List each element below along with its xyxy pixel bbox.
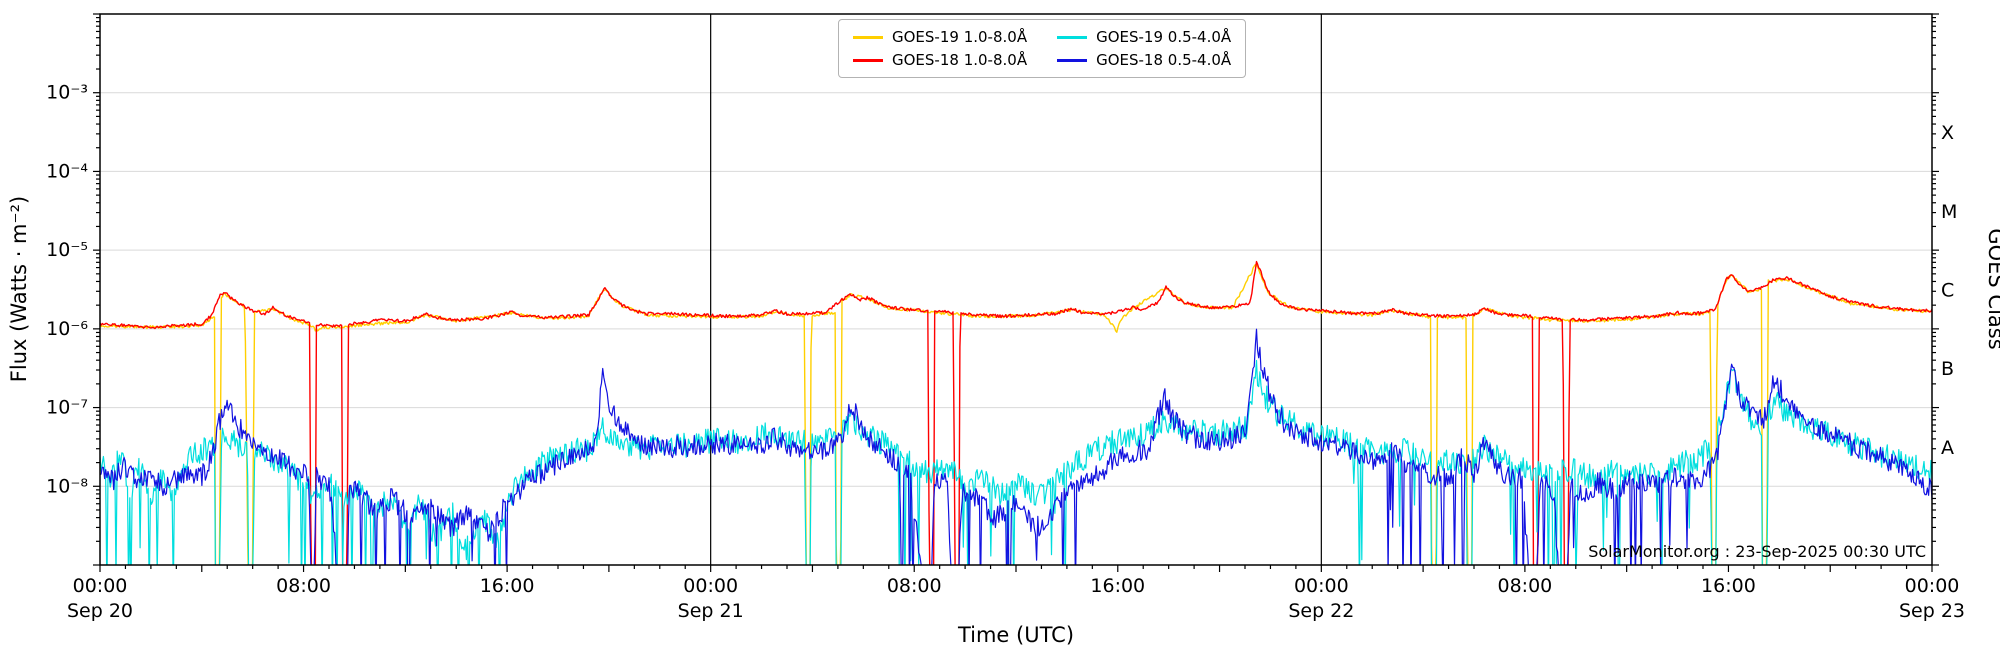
plot-border	[99, 13, 1933, 566]
x-date-label: Sep 20	[67, 600, 133, 622]
legend-item-goes18-short: GOES-18 0.5-4.0Å	[1057, 51, 1231, 69]
grid-layer	[100, 14, 1932, 565]
x-tick-label: 16:00	[1701, 575, 1756, 597]
legend-label: GOES-19 1.0-8.0Å	[892, 28, 1028, 46]
y-tick-label: 10⁻⁷	[46, 397, 88, 419]
goes-class-letter: C	[1941, 280, 1954, 302]
x-tick-label: 00:00	[683, 575, 738, 597]
x-date-label: Sep 21	[678, 600, 744, 622]
y-tick-label: 10⁻⁸	[46, 475, 88, 497]
x-tick-label: 16:00	[1090, 575, 1145, 597]
right-axis-title: GOES Class	[1984, 228, 2000, 349]
goes-class-letter: M	[1941, 201, 1957, 223]
y-tick-label: 10⁻⁶	[46, 318, 88, 340]
x-tick-label: 00:00	[1294, 575, 1349, 597]
legend-label: GOES-19 0.5-4.0Å	[1096, 28, 1232, 46]
x-tick-label: 16:00	[480, 575, 535, 597]
y-tick-label: 10⁻³	[46, 82, 88, 104]
x-tick-label: 00:00	[1905, 575, 1960, 597]
watermark-text: SolarMonitor.org : 23-Sep-2025 00:30 UTC	[1588, 542, 1926, 561]
series-line-goes18-long	[100, 260, 1932, 565]
x-date-label: Sep 23	[1899, 600, 1965, 622]
legend-line-swatch-goes18-long	[853, 58, 883, 62]
labels-layer: 10⁻³ 10⁻⁴ 10⁻⁵ 10⁻⁶ 10⁻⁷ 10⁻⁸ 00:00 08:00 16:00 0…	[46, 82, 1965, 622]
legend-item-goes18-long: GOES-18 1.0-8.0Å	[853, 51, 1027, 69]
y-tick-label: 10⁻⁵	[46, 239, 88, 261]
goes-class-letter: X	[1941, 122, 1954, 144]
legend-line-swatch-goes18-short	[1057, 58, 1088, 62]
legend-item-goes19-short: GOES-19 0.5-4.0Å	[1057, 28, 1231, 46]
legend-label: GOES-18 0.5-4.0Å	[1096, 51, 1232, 69]
y-tick-label: 10⁻⁴	[46, 160, 88, 182]
legend-line-swatch-goes19-short	[1057, 35, 1088, 39]
goes-class-letter: B	[1941, 358, 1954, 380]
series-line-goes18-short	[100, 328, 1932, 565]
goes-class-letter: A	[1941, 437, 1954, 459]
x-date-label: Sep 22	[1288, 600, 1354, 622]
x-tick-label: 00:00	[73, 575, 128, 597]
x-tick-label: 08:00	[887, 575, 942, 597]
x-axis-title: Time (UTC)	[957, 623, 1074, 647]
chart-legend: GOES-19 1.0-8.0Å GOES-18 1.0-8.0Å GOES-1…	[838, 19, 1247, 78]
x-tick-label: 08:00	[1498, 575, 1553, 597]
legend-item-goes19-long: GOES-19 1.0-8.0Å	[853, 28, 1027, 46]
legend-line-swatch-goes19-long	[853, 35, 883, 39]
y-axis-title: Flux (Watts · m⁻²)	[7, 196, 31, 382]
legend-label: GOES-18 1.0-8.0Å	[892, 51, 1028, 69]
x-tick-label: 08:00	[276, 575, 331, 597]
series-layer	[100, 260, 1932, 565]
